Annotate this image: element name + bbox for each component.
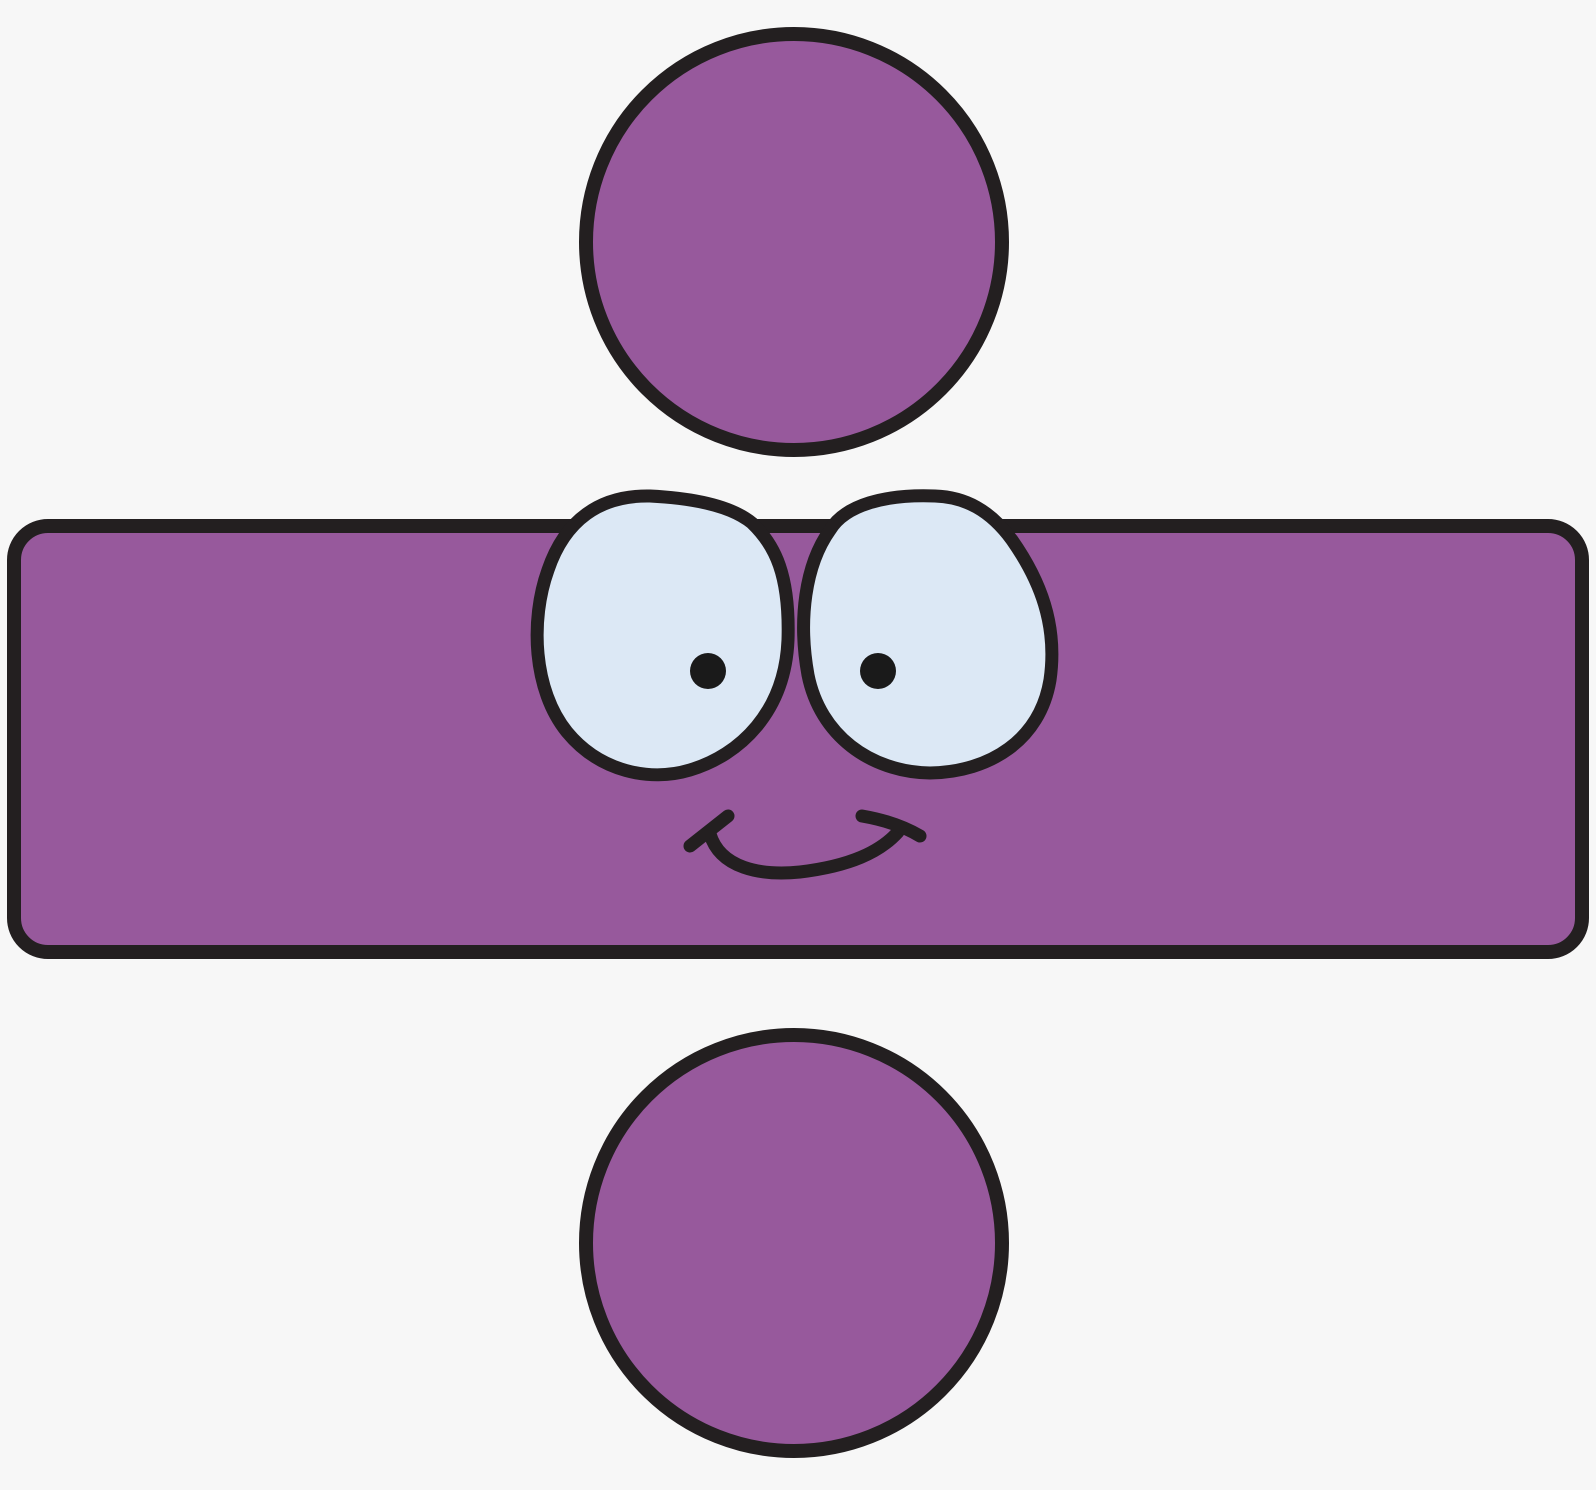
smile-icon <box>683 809 927 880</box>
right-eye-white <box>797 489 1059 780</box>
bottom-dot-icon <box>579 1028 1009 1458</box>
smile-right-dimple <box>855 809 927 843</box>
top-dot-icon <box>579 27 1009 457</box>
right-eye-icon <box>797 489 1059 780</box>
left-pupil <box>690 653 726 689</box>
right-pupil <box>860 653 896 689</box>
smile-curve <box>703 825 905 880</box>
division-bar-icon <box>7 519 1589 959</box>
smile-left-dimple <box>683 809 735 853</box>
left-eye-icon <box>530 489 795 782</box>
left-eye-white <box>530 489 795 782</box>
